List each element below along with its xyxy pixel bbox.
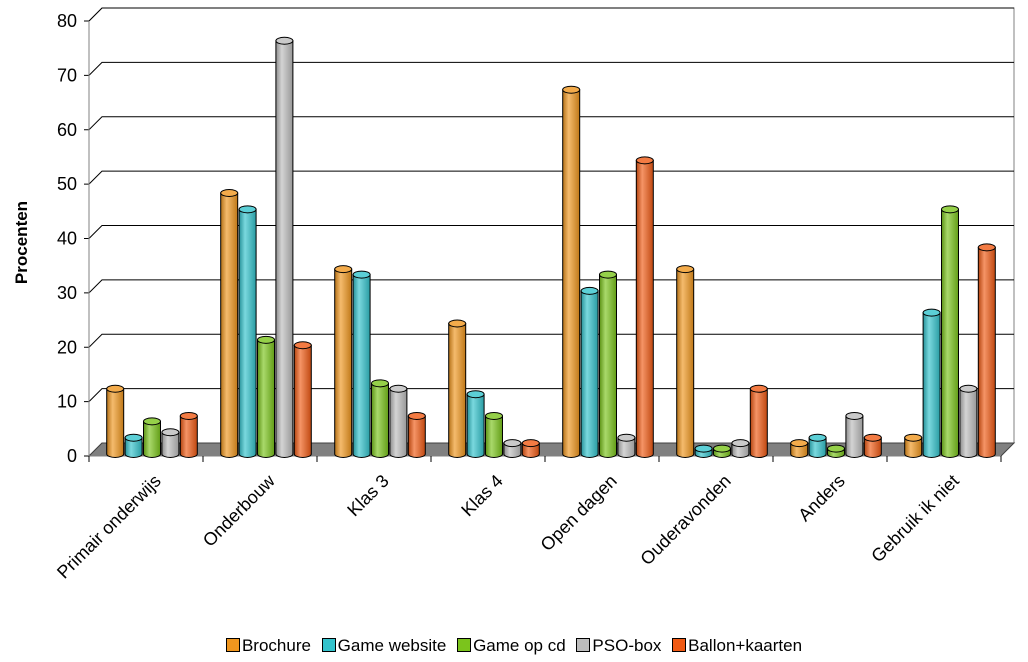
bar bbox=[922, 308, 941, 458]
y-tick-label: 80 bbox=[57, 11, 77, 31]
gridline bbox=[88, 225, 1014, 239]
y-tick-label: 60 bbox=[57, 120, 77, 140]
bar bbox=[521, 439, 540, 458]
x-tick-label: Klas 3 bbox=[343, 471, 393, 521]
bar bbox=[562, 85, 581, 458]
legend-swatch bbox=[321, 638, 336, 652]
x-tick-label: Open dagen bbox=[537, 471, 621, 555]
legend-label: Game website bbox=[337, 636, 447, 655]
gridline bbox=[88, 116, 1014, 131]
bar bbox=[334, 265, 353, 458]
bar bbox=[904, 433, 923, 458]
x-tick-label: Gebruik ik niet bbox=[867, 471, 963, 567]
y-tick-label: 30 bbox=[57, 283, 77, 303]
bar bbox=[257, 335, 275, 458]
bar bbox=[389, 384, 408, 458]
legend-swatch bbox=[225, 638, 240, 652]
bar bbox=[407, 411, 426, 458]
gridline bbox=[88, 333, 1014, 348]
bar bbox=[977, 243, 996, 458]
bar bbox=[448, 319, 467, 458]
bar bbox=[466, 390, 485, 458]
bar bbox=[220, 189, 239, 458]
chart-legend: Brochure Game website Game op cd PSO-box… bbox=[0, 636, 1028, 656]
bar bbox=[161, 428, 180, 458]
x-tick-label: Onderbouw bbox=[199, 470, 280, 551]
bar bbox=[143, 417, 161, 458]
bar bbox=[238, 205, 257, 458]
x-tick-label: Klas 4 bbox=[457, 471, 507, 521]
gridline bbox=[88, 7, 1014, 22]
bar bbox=[694, 444, 713, 458]
legend-item-pso-box: PSO-box bbox=[576, 636, 661, 656]
legend-swatch bbox=[576, 638, 591, 652]
bar bbox=[352, 270, 371, 458]
legend-label: Ballon+kaarten bbox=[688, 636, 803, 655]
y-tick-label: 10 bbox=[57, 392, 77, 412]
y-axis-label: Procenten bbox=[12, 201, 31, 284]
bar bbox=[845, 411, 864, 458]
y-tick-label: 50 bbox=[57, 174, 77, 194]
bar bbox=[580, 286, 599, 458]
bar bbox=[293, 341, 312, 458]
bar bbox=[713, 444, 731, 458]
gridline bbox=[88, 61, 1014, 76]
bar bbox=[827, 444, 845, 458]
legend-item-game-website: Game website bbox=[321, 636, 447, 656]
bar bbox=[863, 433, 882, 458]
legend-swatch bbox=[457, 638, 472, 652]
bar bbox=[731, 439, 750, 458]
bar bbox=[275, 36, 294, 458]
bar bbox=[124, 433, 143, 458]
bar bbox=[749, 384, 768, 458]
gridline bbox=[88, 170, 1014, 185]
bar bbox=[485, 411, 503, 458]
bar-chart: 0 10 20 30 40 50 60 70 80 Procenten Primair onderw… bbox=[12, 7, 1016, 583]
bar bbox=[676, 265, 695, 458]
y-tick-label: 0 bbox=[67, 446, 77, 466]
bar bbox=[808, 433, 827, 458]
bar bbox=[790, 439, 809, 458]
bar bbox=[599, 270, 617, 458]
bar bbox=[503, 439, 522, 458]
y-tick-label: 20 bbox=[57, 337, 77, 357]
bar bbox=[179, 411, 198, 458]
x-tick-label: Primair onderwijs bbox=[53, 471, 165, 583]
y-tick-label: 40 bbox=[57, 229, 77, 249]
bar bbox=[941, 205, 959, 458]
legend-label: Game op cd bbox=[473, 636, 566, 655]
legend-item-game-op-cd: Game op cd bbox=[457, 636, 566, 656]
bar bbox=[371, 379, 389, 458]
gridline bbox=[88, 388, 1014, 402]
x-tick-label: Ouderavonden bbox=[636, 471, 734, 569]
x-tick-label: Anders bbox=[794, 471, 848, 525]
gridline bbox=[88, 279, 1014, 294]
bar bbox=[635, 156, 654, 458]
legend-item-ballon-kaarten: Ballon+kaarten bbox=[672, 636, 802, 656]
legend-swatch bbox=[672, 638, 687, 652]
bar bbox=[617, 433, 636, 458]
legend-label: Brochure bbox=[241, 636, 311, 655]
bar bbox=[106, 384, 125, 458]
legend-item-brochure: Brochure bbox=[225, 636, 311, 656]
bar bbox=[959, 384, 978, 458]
legend-label: PSO-box bbox=[592, 636, 662, 655]
y-tick-label: 70 bbox=[57, 65, 77, 85]
